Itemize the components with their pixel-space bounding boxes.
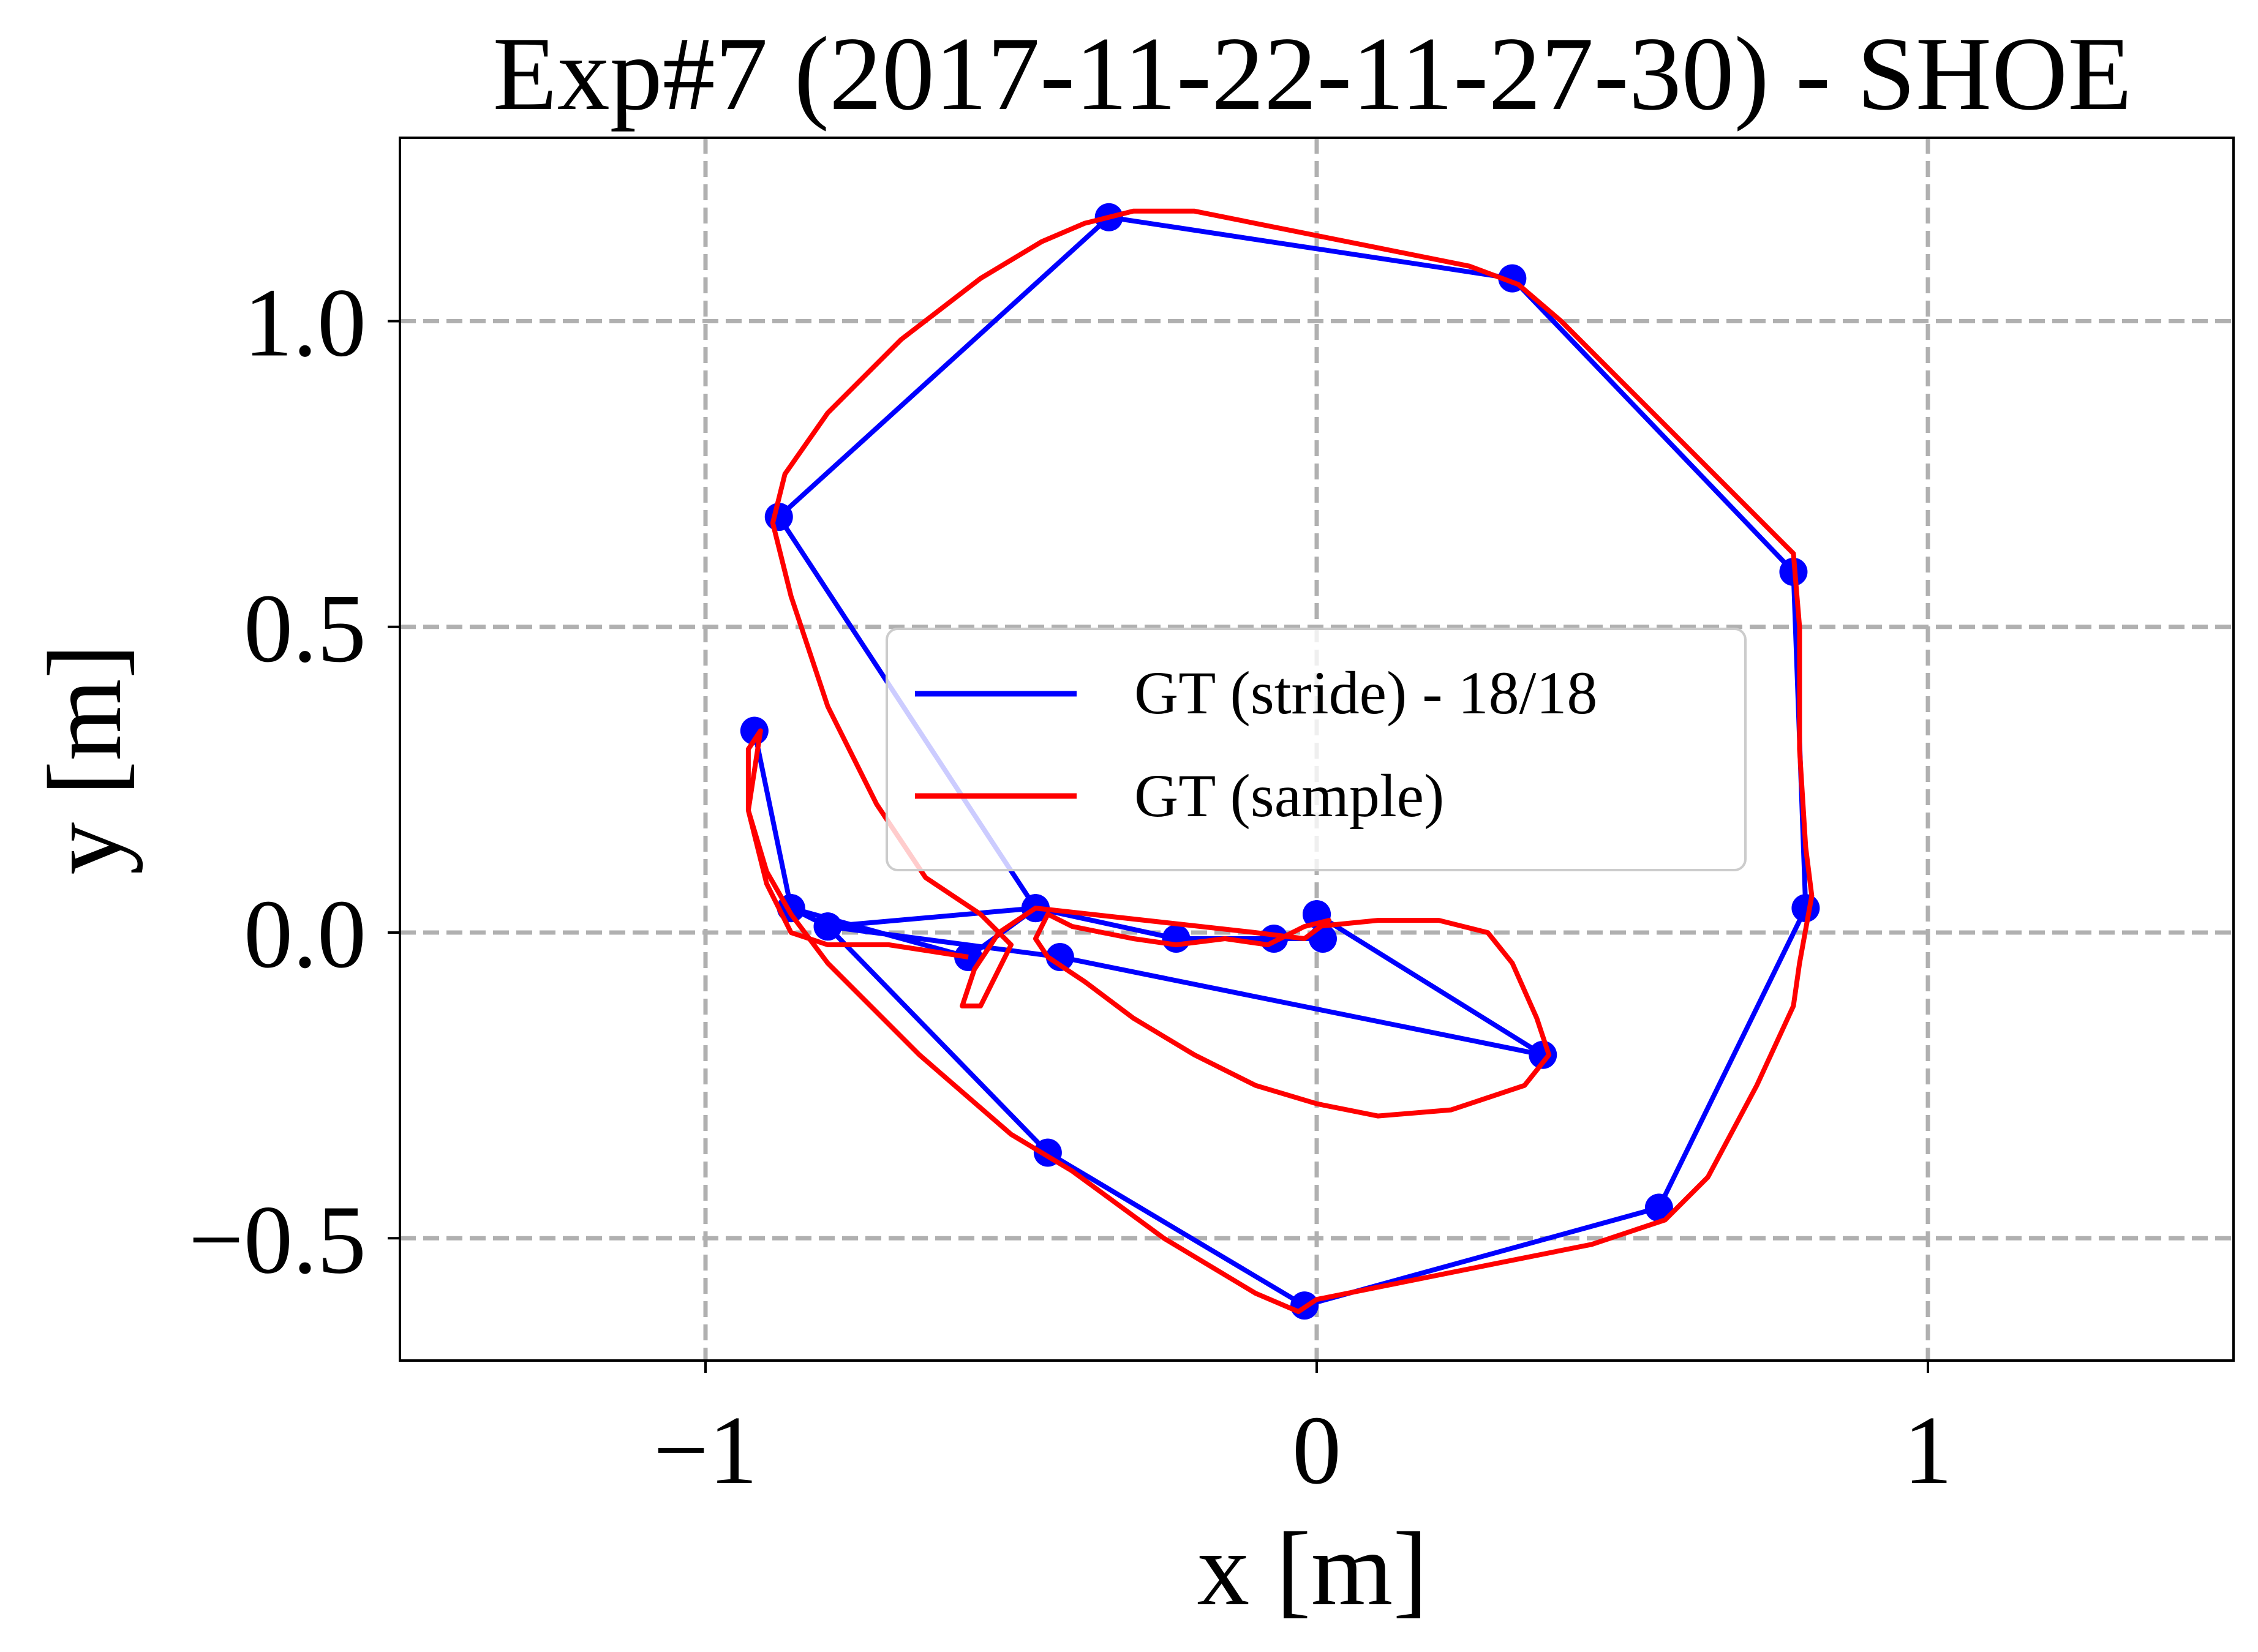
x-tick-label: 1 [1903,1395,1952,1504]
y-tick-label: 0.0 [244,879,366,988]
legend-label-stride: GT (stride) - 18/18 [1134,659,1597,727]
stride-point [1529,1040,1557,1069]
stride-point [1162,925,1191,953]
y-axis-ticks: −0.5 0.0 0.5 1.0 [189,268,400,1294]
stride-point [1308,925,1337,953]
y-axis-label: y [m] [27,644,143,874]
y-tick-label: 0.5 [244,574,366,683]
x-axis-ticks: −1 0 1 [653,1361,1952,1504]
y-tick-label: −0.5 [189,1185,366,1294]
stride-point [1045,942,1074,971]
stride-point [813,912,842,941]
x-axis-label: x [m] [1197,1511,1428,1628]
stride-point [1644,1193,1673,1222]
series-sample-line [745,208,1815,1315]
chart-title: Exp#7 (2017-11-22-11-27-30) - SHOE [493,16,2132,132]
legend-frame [886,628,1747,871]
y-tick-label: 1.0 [244,268,366,377]
x-tick-label: −1 [653,1395,758,1504]
series-layer [740,203,1820,1320]
x-tick-label: 0 [1292,1395,1341,1504]
legend-label-sample: GT (sample) [1134,762,1444,830]
legend: GT (stride) - 18/18 GT (sample) [886,628,1747,871]
